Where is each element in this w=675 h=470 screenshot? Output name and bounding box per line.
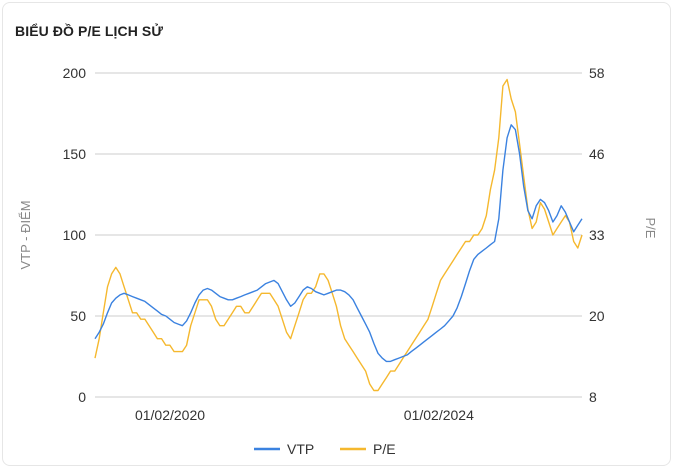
y-left-tick-label: 50 (70, 308, 86, 324)
y-right-tick-label: 46 (589, 146, 605, 162)
y-left-tick-label: 200 (63, 65, 87, 81)
chart-card: BIỂU ĐỒ P/E LỊCH SỬ (2, 2, 671, 466)
x-tick-label: 01/02/2020 (135, 407, 205, 423)
y-left-tick-label: 100 (63, 227, 87, 243)
y-right-tick-label: 8 (589, 389, 597, 405)
x-tick-label: 01/02/2024 (404, 407, 474, 423)
series-line-pe (94, 78, 583, 392)
legend-label-vtp[interactable]: VTP (287, 441, 314, 457)
chart-title: BIỂU ĐỒ P/E LỊCH SỬ (15, 23, 164, 39)
y-right-tick-label: 33 (589, 227, 605, 243)
y-right-tick-label: 58 (589, 65, 605, 81)
legend-label-pe[interactable]: P/E (373, 441, 396, 457)
y-right-axis-title: P/E (643, 218, 658, 239)
y-left-axis-title: VTP - ĐIỂM (18, 200, 33, 269)
y-left-tick-label: 150 (63, 146, 87, 162)
y-left-tick-label: 0 (78, 389, 86, 405)
y-right-tick-label: 20 (589, 308, 605, 324)
series-line-vtp (94, 124, 583, 363)
